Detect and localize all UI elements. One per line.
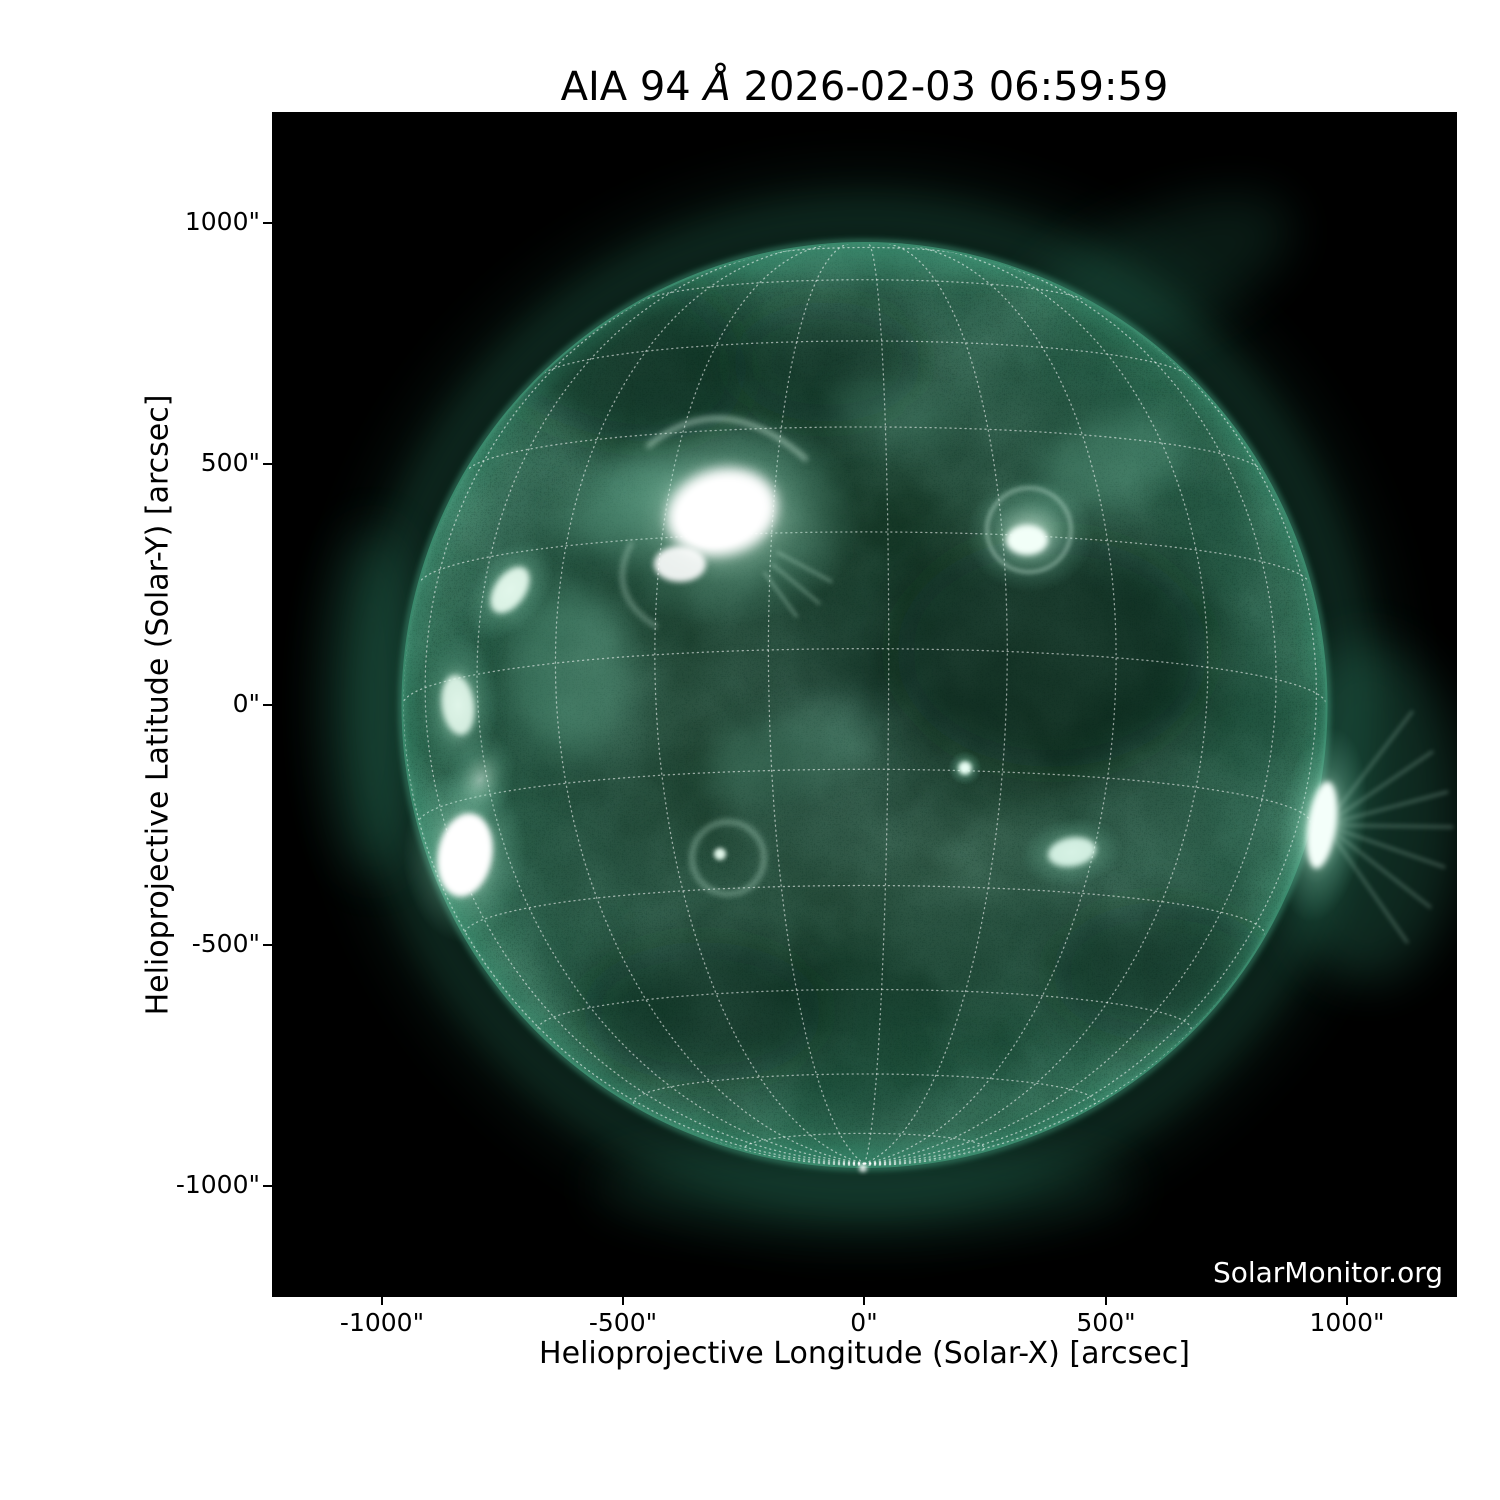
active-region-main (582, 407, 862, 629)
x-tick-mark (381, 1297, 383, 1305)
y-tick-mark (263, 704, 272, 706)
x-tick-label: 500" (1076, 1308, 1136, 1337)
heliographic-grid (403, 244, 1326, 1166)
y-tick-mark (263, 1185, 272, 1187)
y-tick-mark (263, 463, 272, 465)
x-tick-mark (1105, 1297, 1107, 1305)
y-tick-mark (263, 944, 272, 946)
solar-image-plot: SolarMonitor.org (272, 112, 1457, 1297)
y-tick-mark (263, 222, 272, 224)
y-tick-label: -1000" (175, 1170, 260, 1199)
title-datetime: 2026-02-03 06:59:59 (730, 64, 1169, 110)
active-regions (403, 407, 1454, 1172)
corona-glow (322, 163, 1457, 1247)
title-instrument: AIA 94 (560, 64, 704, 110)
south-limb-bright-dot (859, 1164, 867, 1172)
watermark: SolarMonitor.org (1212, 1256, 1443, 1289)
sun-image (322, 163, 1457, 1247)
page-title: AIA 94 Å 2026-02-03 06:59:59 (272, 64, 1457, 110)
bright-point (948, 751, 982, 785)
y-axis-label: Helioprojective Latitude (Solar-Y) [arcs… (140, 394, 176, 1016)
x-tick-label: 0" (850, 1308, 878, 1337)
west-limb-active-region (1276, 710, 1454, 944)
x-tick-mark (863, 1297, 865, 1305)
title-angstrom-symbol: Å (703, 64, 731, 110)
east-limb-active-regions (403, 539, 554, 943)
x-axis-label: Helioprojective Longitude (Solar-X) [arc… (539, 1336, 1190, 1371)
x-tick-label: -500" (588, 1308, 658, 1337)
x-tick-label: 1000" (1309, 1308, 1385, 1337)
bright-patch (1020, 817, 1124, 887)
loop-structure (689, 819, 767, 897)
x-tick-mark (1346, 1297, 1348, 1305)
x-tick-label: -1000" (339, 1308, 425, 1337)
x-tick-mark (622, 1297, 624, 1305)
y-tick-label: 1000" (184, 207, 260, 236)
active-region-2 (966, 478, 1094, 592)
